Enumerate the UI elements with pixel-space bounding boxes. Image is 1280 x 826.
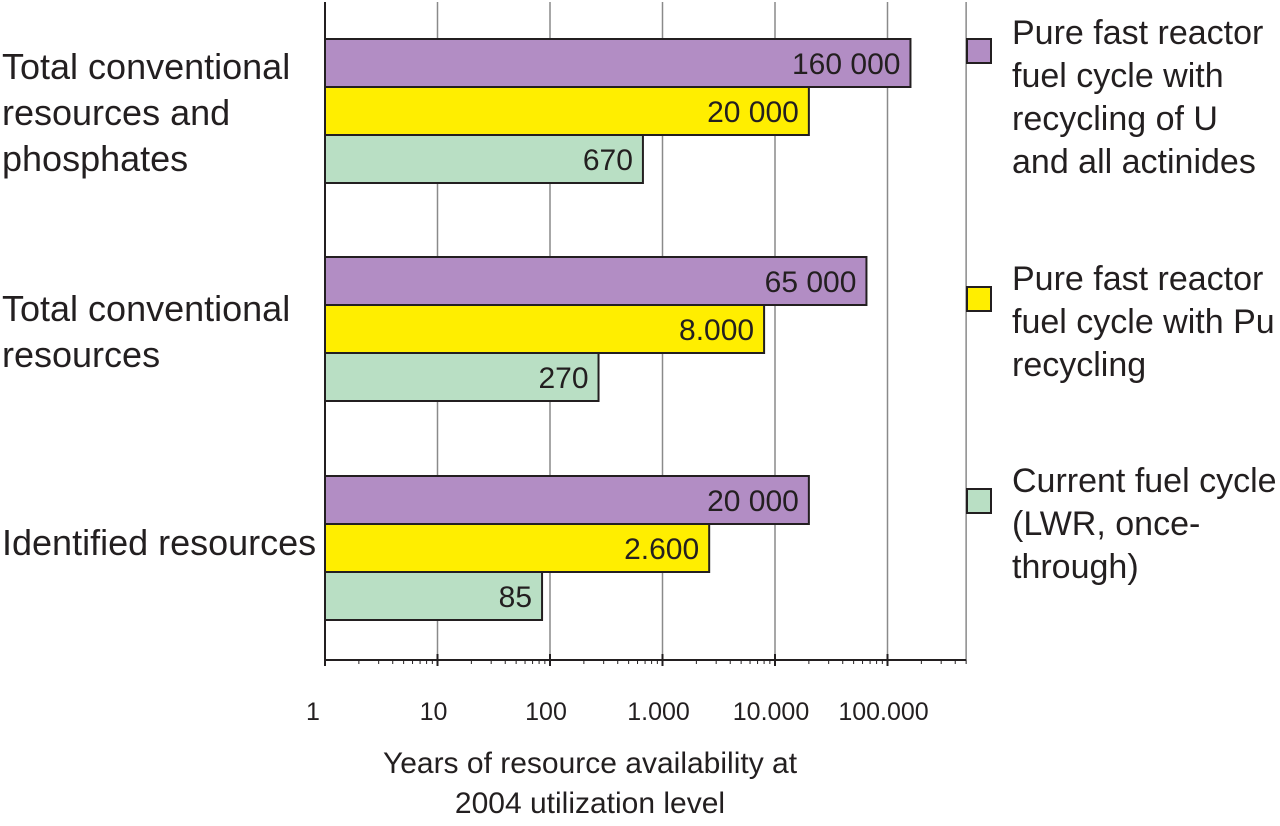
bar-value-label: 20 000: [707, 96, 799, 129]
bar-value-label: 20 000: [707, 485, 799, 518]
legend-label: Pure fast reactor fuel cycle with recycl…: [1012, 14, 1264, 181]
bar-value-label: 670: [583, 144, 633, 177]
bar-value-label: 65 000: [765, 266, 857, 299]
legend-swatch: [966, 488, 992, 514]
bar-value-label: 270: [538, 362, 588, 395]
bar: [324, 352, 600, 402]
x-axis-title-line: 2004 utilization level: [454, 787, 726, 820]
legend-swatch: [966, 286, 992, 312]
x-tick-label: 1.000: [627, 698, 690, 726]
category-label: Identified resources: [2, 522, 317, 563]
x-tick-label: 10.000: [733, 698, 809, 726]
bars: 160 000 65 000 20 000 20 000 8.000 2.600 670 27…: [324, 38, 912, 621]
bar: [324, 86, 810, 136]
legend-label: Current fuel cycle (LWR, once-through): [1012, 462, 1277, 586]
legend-swatch: [966, 38, 992, 64]
bar: [324, 134, 644, 184]
x-tick-label: 100.000: [838, 698, 928, 726]
x-axis-title: Years of resource availability at 2004 u…: [330, 744, 850, 824]
bar-value-label: 160 000: [792, 48, 900, 81]
x-tick-label: 1: [306, 698, 320, 726]
x-axis-title-line: Years of resource availability at: [382, 747, 798, 780]
x-axis: 1 10 100 1.000 10.000 100.000: [306, 2, 967, 726]
bar-value-label: 85: [499, 581, 532, 614]
category-label: Total conventional resources and phospha…: [2, 46, 291, 179]
x-tick-label: 10: [420, 698, 448, 726]
legend-label: Pure fast reactor fuel cycle with Pu rec…: [1012, 260, 1275, 384]
x-tick-label: 100: [525, 698, 567, 726]
category-label: Total conventional resources: [2, 288, 291, 375]
bar: [324, 304, 766, 354]
bar: [324, 571, 544, 621]
bar-value-label: 2.600: [624, 533, 699, 566]
bar-value-label: 8.000: [679, 314, 754, 347]
